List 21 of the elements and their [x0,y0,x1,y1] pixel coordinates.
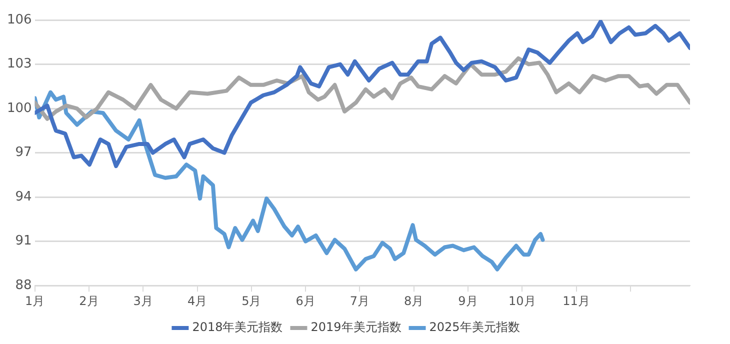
x-tick-label: 11月 [562,294,590,308]
y-tick-label: 103 [6,56,32,72]
y-tick-label: 106 [6,12,32,28]
x-tick-label: 1月 [24,294,45,308]
y-tick-label: 91 [15,234,32,249]
x-tick-label: 5月 [242,294,262,308]
legend-label: 2019年美元指数 [310,320,402,334]
legend-label: 2025年美元指数 [429,320,520,334]
legend-label: 2018年美元指数 [192,320,283,334]
x-tick-label: 10月 [508,294,536,308]
y-tick-label: 100 [6,100,32,116]
y-tick-label: 88 [15,278,32,293]
x-tick-label: 8月 [404,294,424,308]
x-tick-label: 2月 [79,294,99,308]
y-tick-label: 94 [15,189,32,204]
x-tick-label: 4月 [187,294,208,308]
x-tick-label: 7月 [350,294,370,308]
y-tick-label: 97 [15,145,32,160]
x-tick-label: 3月 [133,294,153,308]
x-tick-label: 6月 [296,294,316,308]
x-tick-label: 9月 [458,294,478,308]
